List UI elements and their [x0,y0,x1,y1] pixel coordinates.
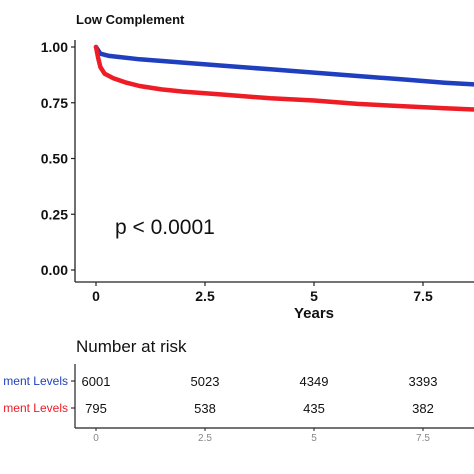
x-axis-label: Years [294,305,334,322]
risk-count: 4349 [300,374,329,389]
survival-curve-2 [93,44,474,112]
risk-count: 6001 [82,374,111,389]
x-tick-label: 2.5 [195,288,215,304]
risk-row-label: ment Levels [3,374,68,388]
risk-x-tick-label: 7.5 [416,433,430,444]
chart-title: Low Complement [76,12,185,27]
y-tick-label: 0.50 [41,151,68,167]
y-tick-label: 0.00 [41,262,68,278]
risk-count: 795 [85,401,107,416]
x-tick-label: 0 [92,288,100,304]
x-tick-label: 7.5 [413,288,433,304]
risk-count: 382 [412,401,434,416]
risk-count: 538 [194,401,216,416]
risk-count: 3393 [409,374,438,389]
risk-x-tick-label: 0 [93,433,99,444]
y-axis-ticks: 0.00 0.25 0.50 0.75 1.00 [41,39,75,278]
survival-curves [93,44,474,112]
risk-table-rows: ment Levels 6001 5023 4349 3393 ment Levels 79… [3,374,437,416]
y-tick-label: 0.25 [41,206,68,222]
p-value-annotation: p < 0.0001 [115,216,215,239]
survival-curve-1 [93,44,474,87]
y-tick-label: 1.00 [41,39,68,55]
risk-row-label: ment Levels [3,401,68,415]
risk-x-tick-label: 2.5 [198,433,212,444]
risk-count: 5023 [191,374,220,389]
x-tick-label: 5 [310,288,318,304]
risk-table-title: Number at risk [76,337,187,356]
risk-table-x-ticks: 0 2.5 5 7.5 [93,428,430,444]
risk-count: 435 [303,401,325,416]
risk-x-tick-label: 5 [311,433,317,444]
risk-table-frame [74,364,474,429]
plot-frame [74,40,474,283]
y-tick-label: 0.75 [41,95,68,111]
x-axis-ticks: 0 2.5 5 7.5 [92,282,433,304]
